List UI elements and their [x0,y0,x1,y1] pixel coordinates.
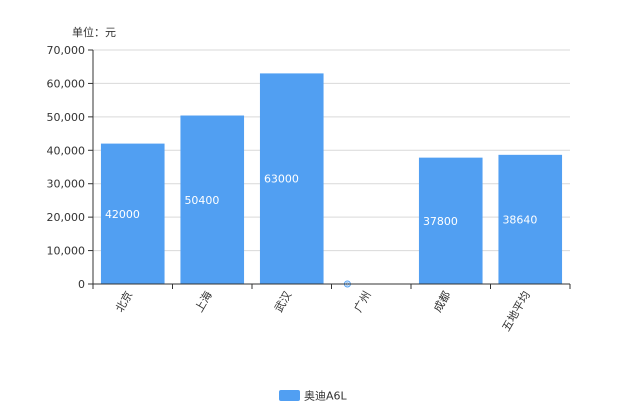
y-tick-label: 20,000 [47,211,86,224]
y-tick-label: 40,000 [47,144,86,157]
bar-1[interactable] [100,143,165,284]
data-label-4: 0 [346,282,349,288]
x-category-label: 成都 [431,289,453,315]
y-unit-label: 单位：元 [72,25,116,39]
data-label-1: 42000 [105,208,140,221]
x-category-label: 上海 [192,289,215,315]
x-category-label: 武汉 [272,289,294,315]
x-category-label: 广州 [352,289,374,315]
legend-label[interactable]: 奥迪A6L [304,389,348,403]
bar-3[interactable] [259,73,324,285]
data-label-6: 38640 [502,213,537,226]
bar-5[interactable] [418,157,483,284]
x-axis: 北京 上海 武汉 广州 成都 五地平均 [92,283,571,334]
grid-lines [93,49,570,252]
bar-2[interactable] [180,115,245,285]
legend[interactable]: 奥迪A6L [279,389,348,403]
data-label-5: 37800 [423,215,458,228]
x-category-label: 五地平均 [500,289,533,334]
bars: 42000 50400 63000 0 37800 38640 [100,73,563,288]
y-tick-label: 70,000 [47,44,86,57]
data-label-2: 50400 [184,194,219,207]
x-category-label: 北京 [112,289,135,315]
data-label-3: 63000 [264,173,299,186]
legend-swatch[interactable] [279,390,300,401]
bar-6[interactable] [498,154,563,284]
y-tick-label: 30,000 [47,178,86,191]
y-tick-label: 0 [78,278,85,291]
y-tick-label: 10,000 [47,245,86,258]
y-axis: 0 10,000 20,000 30,000 40,000 50,000 60,000 70,… [47,44,94,291]
y-tick-label: 50,000 [47,111,86,124]
y-tick-label: 60,000 [47,77,86,90]
